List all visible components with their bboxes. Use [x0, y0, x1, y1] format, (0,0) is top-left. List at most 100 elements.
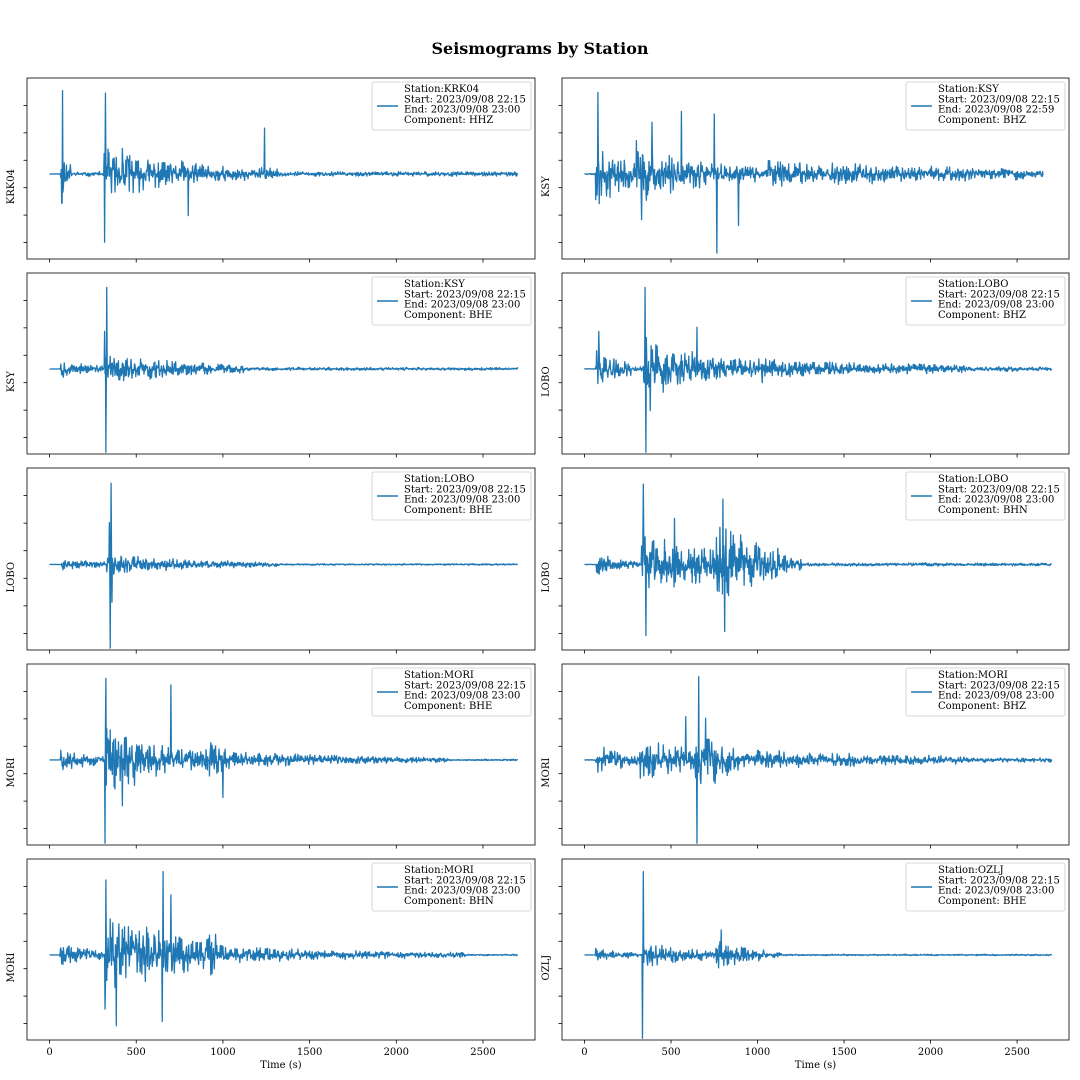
legend-entry-line: End: 2023/09/08 23:00	[404, 691, 520, 702]
legend-entry-line: End: 2023/09/08 23:00	[938, 495, 1054, 506]
legend-entry-line: Start: 2023/09/08 22:15	[938, 680, 1060, 691]
axes-frame	[26, 77, 536, 260]
seismogram-trace-ozlj	[584, 871, 1053, 1039]
legend-entry-line: End: 2023/09/08 23:00	[938, 691, 1054, 702]
axes-frame	[561, 77, 1070, 260]
x-tick-label: 2500	[1004, 1047, 1029, 1058]
y-axis-label: MORI	[6, 953, 17, 983]
legend-entry-line: End: 2023/09/08 23:00	[938, 300, 1054, 311]
seismogram-panel-10: 0 500 1000 1500 2000 2500 Time (s) OZLJ Station:…	[541, 858, 1070, 1071]
legend-entry-line: Station:MORI	[938, 670, 1008, 681]
x-axis-label: Time (s)	[260, 1060, 301, 1071]
legend-entry-line: Component: BHZ	[938, 310, 1026, 321]
x-axis-label: Time (s)	[795, 1060, 836, 1071]
x-tick-label: 2000	[384, 1047, 409, 1058]
legend-entry-line: End: 2023/09/08 23:00	[938, 886, 1054, 897]
legend-entry-line: Component: BHZ	[938, 115, 1026, 126]
seismogram-panel-9: 0 500 1000 1500 2000 2500 Time (s) MORI Station:…	[6, 858, 536, 1071]
legend-entry-line: Component: BHN	[938, 505, 1028, 516]
legend-entry-line: Start: 2023/09/08 22:15	[404, 289, 526, 300]
seismogram-trace-mori	[584, 676, 1053, 844]
legend-entry-line: Station:KSY	[404, 279, 465, 290]
seismogram-trace-krk04	[49, 90, 518, 243]
x-tick-label: 1500	[297, 1047, 322, 1058]
x-tick-label: 1500	[831, 1047, 856, 1058]
seismogram-trace-mori	[49, 871, 518, 1027]
legend-entry-line: End: 2023/09/08 23:00	[404, 300, 520, 311]
legend-box	[905, 276, 1066, 326]
legend-box	[905, 862, 1066, 912]
legend-entry-line: Station:LOBO	[404, 474, 474, 485]
legend-entry-line: Station:MORI	[404, 865, 474, 876]
y-axis-label: KSY	[541, 176, 552, 197]
y-axis-label: LOBO	[6, 562, 17, 593]
legend-entry-line: Start: 2023/09/08 22:15	[938, 484, 1060, 495]
y-axis-label: LOBO	[541, 366, 552, 397]
legend-box	[371, 81, 532, 131]
x-tick-label: 500	[127, 1047, 146, 1058]
y-axis-label: MORI	[6, 758, 17, 788]
legend-entry-line: Start: 2023/09/08 22:15	[938, 289, 1060, 300]
legend-entry-line: End: 2023/09/08 22:59	[938, 105, 1054, 116]
legend-entry-line: Component: HHZ	[404, 115, 493, 126]
axes-frame	[561, 467, 1070, 651]
y-axis-label: LOBO	[541, 562, 552, 593]
legend-entry-line: End: 2023/09/08 23:00	[404, 495, 520, 506]
legend-box	[905, 471, 1066, 521]
axes-frame	[26, 272, 536, 455]
legend-entry-line: Start: 2023/09/08 22:15	[404, 875, 526, 886]
legend-entry-line: Start: 2023/09/08 22:15	[404, 94, 526, 105]
y-axis-label: MORI	[541, 758, 552, 788]
legend-entry-line: Station:LOBO	[938, 279, 1008, 290]
seismogram-trace-mori	[49, 677, 519, 844]
legend-entry-line: Component: BHE	[938, 896, 1026, 907]
legend-entry-line: Station:OZLJ	[938, 865, 1004, 876]
legend-entry-line: Station:KSY	[938, 84, 999, 95]
legend-entry-line: Station:KRK04	[404, 84, 479, 95]
legend-box	[905, 81, 1066, 131]
legend-entry-line: Component: BHN	[404, 896, 494, 907]
seismogram-trace-lobo	[49, 482, 518, 649]
legend-box	[905, 667, 1066, 717]
legend-entry-line: End: 2023/09/08 23:00	[404, 886, 520, 897]
legend-entry-line: Component: BHE	[404, 701, 492, 712]
legend-entry-line: Start: 2023/09/08 22:15	[404, 680, 526, 691]
x-tick-label: 2500	[470, 1047, 495, 1058]
x-tick-label: 0	[581, 1047, 587, 1058]
legend-entry-line: Start: 2023/09/08 22:15	[938, 94, 1060, 105]
axes-frame	[26, 467, 536, 651]
legend-box	[371, 862, 532, 912]
axes-frame	[561, 272, 1070, 455]
x-tick-label: 1000	[210, 1047, 235, 1058]
axes-frame	[26, 858, 536, 1041]
legend-entry-line: Station:MORI	[404, 670, 474, 681]
axes-frame	[561, 858, 1070, 1041]
legend-entry-line: Component: BHE	[404, 505, 492, 516]
y-axis-label: KSY	[6, 371, 17, 392]
seismogram-trace-lobo	[584, 286, 1053, 453]
legend-entry-line: Start: 2023/09/08 22:15	[938, 875, 1060, 886]
x-tick-label: 500	[661, 1047, 680, 1058]
seismogram-trace-lobo	[584, 483, 1052, 637]
seismogram-trace-ksy	[49, 286, 519, 453]
